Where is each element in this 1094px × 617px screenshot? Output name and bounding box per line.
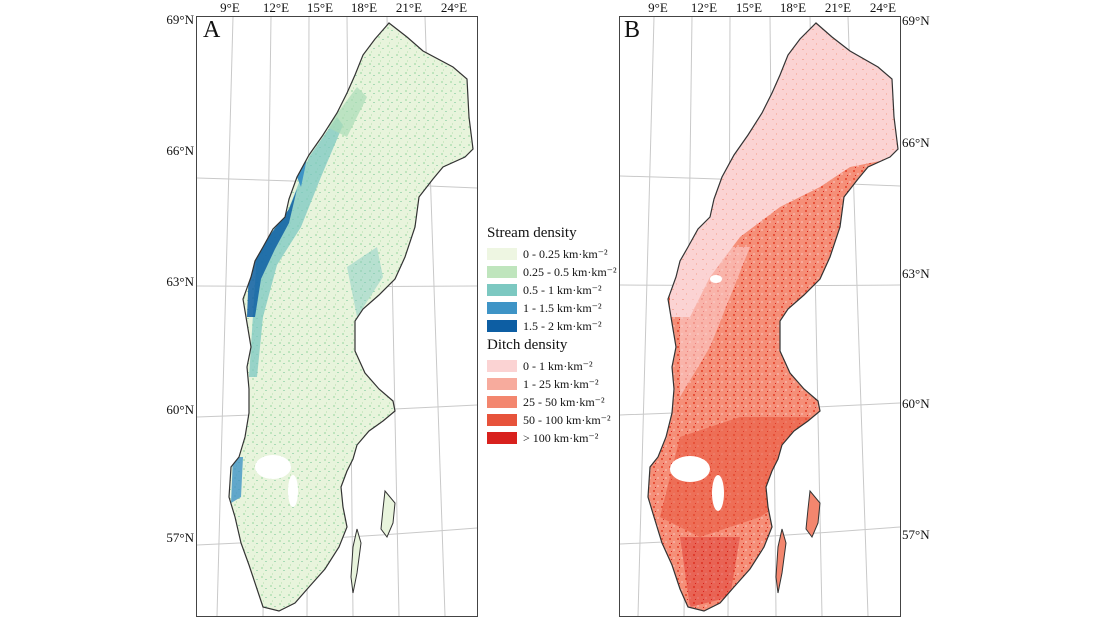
lat-label: 60°N bbox=[166, 402, 194, 417]
lat-label: 69°N bbox=[902, 13, 930, 28]
lat-label: 57°N bbox=[166, 530, 194, 545]
legend-swatch bbox=[487, 266, 517, 278]
legend-swatch bbox=[487, 248, 517, 260]
lon-label: 24°E bbox=[869, 0, 897, 15]
legend-swatch bbox=[487, 414, 517, 426]
lon-label: 9°E bbox=[220, 0, 240, 15]
legend-item: 0.25 - 0.5 km·km⁻² bbox=[487, 263, 637, 281]
ditch-map bbox=[620, 17, 900, 616]
stream-map bbox=[197, 17, 477, 616]
legend-item: 0 - 1 km·km⁻² bbox=[487, 357, 637, 375]
legend-label: 0 - 0.25 km·km⁻² bbox=[523, 246, 608, 261]
map-panel-stream: A bbox=[196, 16, 478, 617]
legend-swatch bbox=[487, 302, 517, 314]
legend-title-stream: Stream density bbox=[487, 225, 577, 241]
lon-label: 18°E bbox=[350, 0, 378, 15]
legend-swatch bbox=[487, 378, 517, 390]
legend-swatch bbox=[487, 360, 517, 372]
legend-swatch bbox=[487, 320, 517, 332]
legend-label: 50 - 100 km·km⁻² bbox=[523, 412, 611, 427]
oland-island bbox=[775, 528, 787, 594]
panel-label-a: A bbox=[203, 17, 221, 43]
lon-label: 12°E bbox=[262, 0, 290, 15]
lon-label: 9°E bbox=[648, 0, 668, 15]
lon-label: 15°E bbox=[735, 0, 763, 15]
legend-swatch bbox=[487, 284, 517, 296]
lon-label: 21°E bbox=[824, 0, 852, 15]
legend-item: 50 - 100 km·km⁻² bbox=[487, 411, 637, 429]
lat-label: 57°N bbox=[902, 527, 930, 542]
legend-item: 25 - 50 km·km⁻² bbox=[487, 393, 637, 411]
legend-label: 0 - 1 km·km⁻² bbox=[523, 358, 593, 373]
legend-label: 1 - 25 km·km⁻² bbox=[523, 376, 599, 391]
legend-swatch bbox=[487, 396, 517, 408]
gotland-island bbox=[380, 489, 396, 538]
lon-label: 18°E bbox=[779, 0, 807, 15]
lat-label: 63°N bbox=[902, 266, 930, 281]
legend-item: > 100 km·km⁻² bbox=[487, 429, 637, 447]
lat-label: 66°N bbox=[902, 135, 930, 150]
legend-label: 1.5 - 2 km·km⁻² bbox=[523, 318, 602, 333]
lon-label: 21°E bbox=[395, 0, 423, 15]
oland-island bbox=[350, 528, 362, 594]
lat-label: 66°N bbox=[166, 143, 194, 158]
legend-label: 0.25 - 0.5 km·km⁻² bbox=[523, 264, 617, 279]
legend-label: > 100 km·km⁻² bbox=[523, 430, 599, 445]
ditch-density-fill bbox=[660, 23, 898, 607]
lat-label: 69°N bbox=[166, 12, 194, 27]
gotland-island bbox=[805, 489, 821, 538]
lon-label: 15°E bbox=[306, 0, 334, 15]
legend-label: 0.5 - 1 km·km⁻² bbox=[523, 282, 602, 297]
legend-item: 0 - 0.25 km·km⁻² bbox=[487, 245, 637, 263]
map-panel-ditch: B bbox=[619, 16, 901, 617]
lat-label: 63°N bbox=[166, 274, 194, 289]
legend-item: 0.5 - 1 km·km⁻² bbox=[487, 281, 637, 299]
lon-label: 12°E bbox=[690, 0, 718, 15]
legend-title-ditch: Ditch density bbox=[487, 337, 568, 353]
panel-label-b: B bbox=[624, 17, 641, 43]
lat-label: 60°N bbox=[902, 396, 930, 411]
lon-label: 24°E bbox=[440, 0, 468, 15]
legend-label: 1 - 1.5 km·km⁻² bbox=[523, 300, 602, 315]
legend: Stream density 0 - 0.25 km·km⁻² 0.25 - 0… bbox=[487, 223, 637, 447]
legend-label: 25 - 50 km·km⁻² bbox=[523, 394, 605, 409]
legend-item: 1.5 - 2 km·km⁻² bbox=[487, 317, 637, 335]
legend-item: 1 - 25 km·km⁻² bbox=[487, 375, 637, 393]
legend-swatch bbox=[487, 432, 517, 444]
legend-item: 1 - 1.5 km·km⁻² bbox=[487, 299, 637, 317]
